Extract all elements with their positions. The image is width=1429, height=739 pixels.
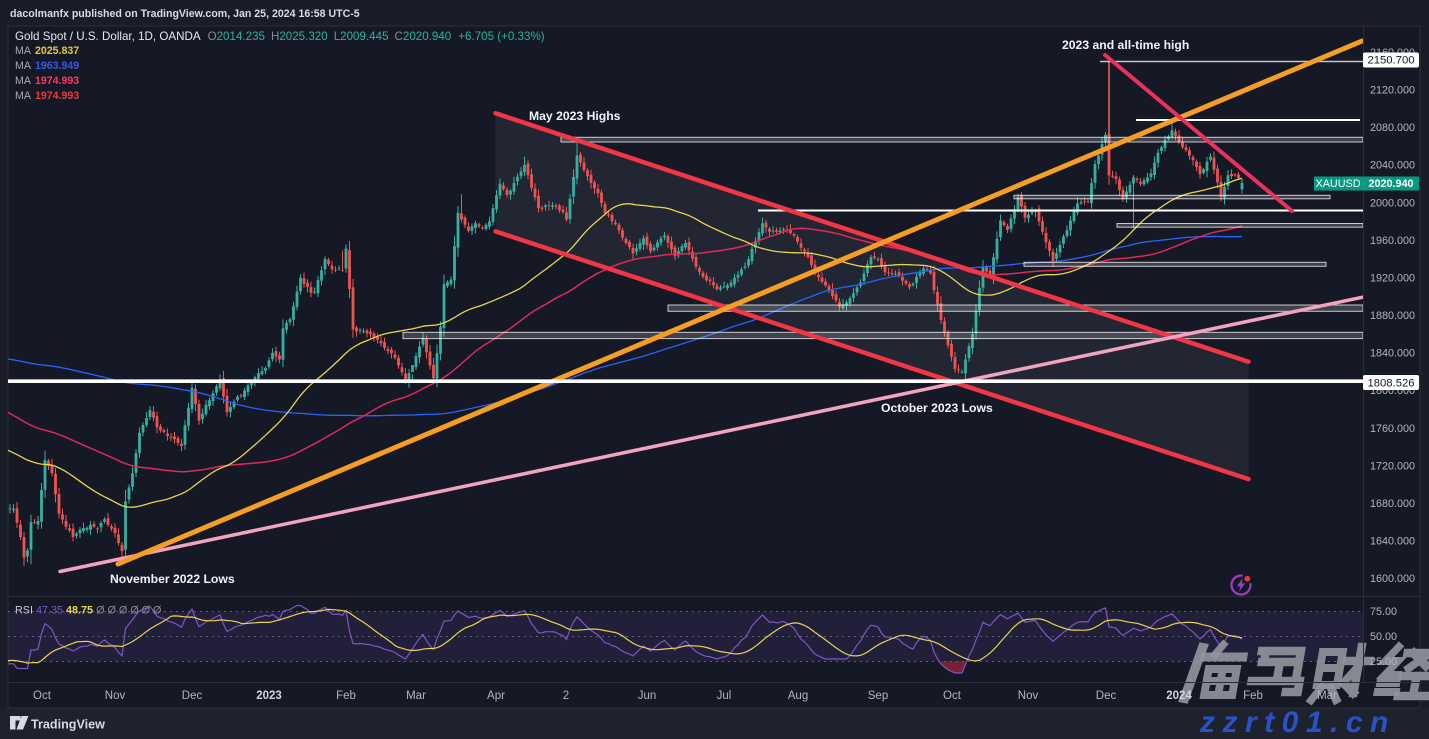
- svg-text:RSI 47.35 48.75 Ø Ø Ø Ø Ø: RSI 47.35 48.75 Ø Ø Ø Ø Ø Ø: [15, 605, 162, 617]
- svg-text:1880.000: 1880.000: [1370, 310, 1415, 322]
- svg-text:Feb: Feb: [336, 690, 356, 702]
- svg-text:Dec: Dec: [182, 690, 203, 702]
- svg-text:25.00: 25.00: [1370, 656, 1397, 668]
- svg-text:Dec: Dec: [1096, 690, 1117, 702]
- svg-text:Sep: Sep: [868, 690, 888, 702]
- svg-text:2120.000: 2120.000: [1370, 85, 1415, 97]
- svg-text:50.00: 50.00: [1370, 631, 1397, 643]
- svg-text:2150.700: 2150.700: [1367, 55, 1414, 67]
- svg-text:2023: 2023: [256, 690, 282, 702]
- svg-text:October 2023 Lows: October 2023 Lows: [881, 401, 993, 415]
- svg-text:Mar: Mar: [406, 690, 426, 702]
- svg-text:1960.000: 1960.000: [1370, 235, 1415, 247]
- svg-text:1760.000: 1760.000: [1370, 423, 1415, 435]
- svg-text:Apr: Apr: [487, 690, 505, 702]
- svg-text:2080.000: 2080.000: [1370, 122, 1415, 134]
- svg-text:Mar: Mar: [1317, 690, 1337, 702]
- svg-text:1600.000: 1600.000: [1370, 573, 1415, 585]
- svg-text:2020.940: 2020.940: [1368, 178, 1413, 190]
- svg-text:1920.000: 1920.000: [1370, 273, 1415, 285]
- svg-text:2: 2: [563, 690, 569, 702]
- svg-text:1840.000: 1840.000: [1370, 348, 1415, 360]
- svg-text:1720.000: 1720.000: [1370, 460, 1415, 472]
- svg-text:TradingView: TradingView: [31, 718, 105, 732]
- svg-text:November 2022 Lows: November 2022 Lows: [110, 572, 235, 586]
- svg-text:75.00: 75.00: [1370, 606, 1397, 618]
- svg-text:May 2023 Highs: May 2023 Highs: [529, 109, 621, 123]
- svg-text:1808.526: 1808.526: [1367, 377, 1414, 389]
- svg-text:Nov: Nov: [105, 690, 126, 702]
- svg-text:zzrt01.cn: zzrt01.cn: [1199, 706, 1396, 739]
- svg-text:XAUUSD: XAUUSD: [1316, 178, 1361, 190]
- svg-text:2024: 2024: [1166, 690, 1192, 702]
- svg-text:Oct: Oct: [33, 690, 52, 702]
- svg-text:2023 and all-time high: 2023 and all-time high: [1062, 38, 1189, 52]
- svg-text:2040.000: 2040.000: [1370, 160, 1415, 172]
- svg-text:Feb: Feb: [1243, 690, 1263, 702]
- svg-text:dacolmanfx published on Tradin: dacolmanfx published on TradingView.com,…: [10, 8, 360, 20]
- svg-text:Jun: Jun: [638, 690, 657, 702]
- svg-text:2000.000: 2000.000: [1370, 197, 1415, 209]
- svg-text:1680.000: 1680.000: [1370, 498, 1415, 510]
- svg-text:Gold Spot / U.S. Dollar, 1D, O: Gold Spot / U.S. Dollar, 1D, OANDA O2014.…: [15, 30, 545, 43]
- svg-text:Oct: Oct: [943, 690, 962, 702]
- svg-text:Nov: Nov: [1018, 690, 1039, 702]
- svg-text:Aug: Aug: [788, 690, 808, 702]
- svg-text:Jul: Jul: [717, 690, 732, 702]
- svg-text:1640.000: 1640.000: [1370, 536, 1415, 548]
